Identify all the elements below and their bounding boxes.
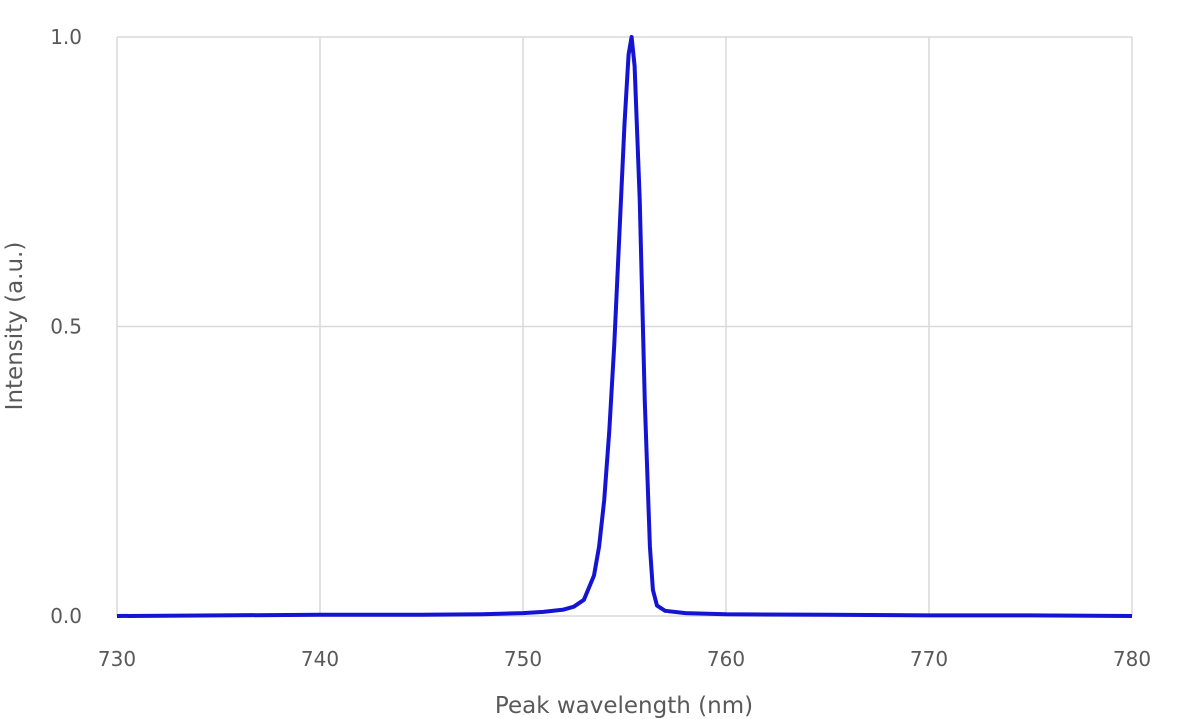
y-tick-label: 1.0 bbox=[50, 25, 82, 49]
x-tick-labels: 730 740 750 760 770 780 bbox=[98, 647, 1151, 671]
series-line bbox=[116, 35, 1133, 618]
y-tick-label: 0.0 bbox=[50, 604, 82, 628]
x-tick-label: 730 bbox=[98, 647, 136, 671]
x-tick-label: 760 bbox=[707, 647, 745, 671]
x-tick-label: 750 bbox=[504, 647, 542, 671]
series-layer bbox=[116, 35, 1133, 618]
y-axis-label: Intensity (a.u.) bbox=[2, 242, 28, 411]
x-axis-label: Peak wavelength (nm) bbox=[495, 693, 753, 719]
x-tick-label: 740 bbox=[301, 647, 339, 671]
x-tick-label: 770 bbox=[910, 647, 948, 671]
x-tick-label: 780 bbox=[1113, 647, 1151, 671]
y-tick-labels: 0.0 0.5 1.0 bbox=[50, 25, 82, 628]
y-tick-label: 0.5 bbox=[50, 315, 82, 339]
